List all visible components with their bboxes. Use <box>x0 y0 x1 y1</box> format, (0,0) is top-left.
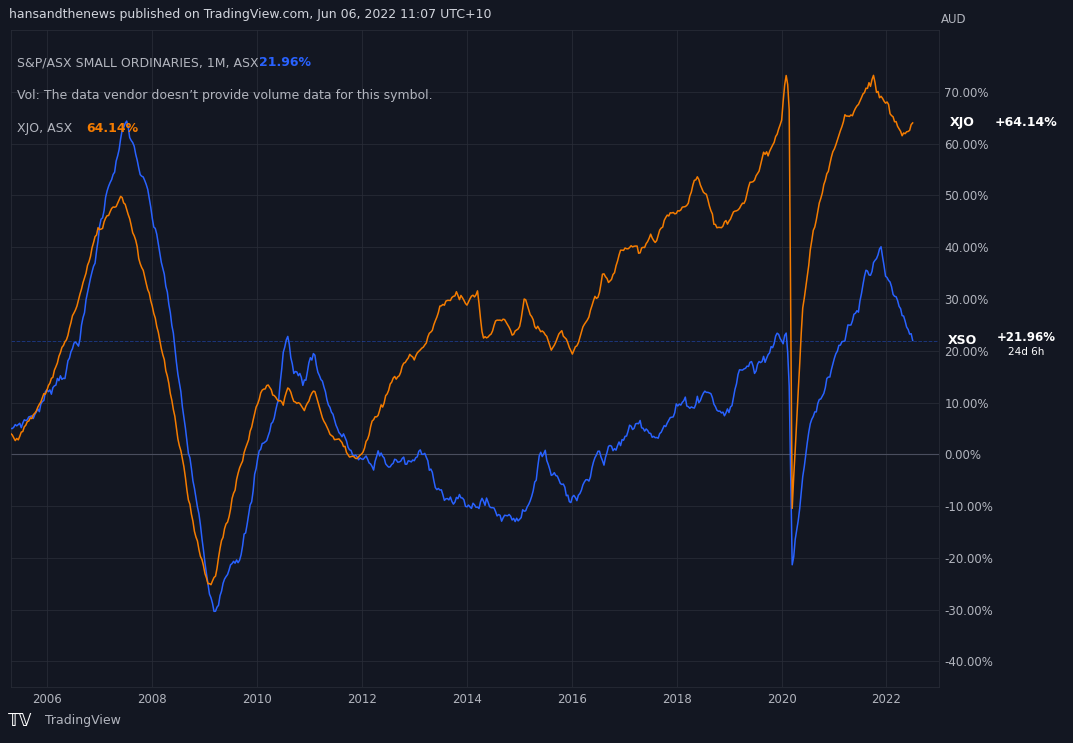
Text: XJO: XJO <box>950 116 975 129</box>
Text: 64.14%: 64.14% <box>87 122 138 135</box>
Text: 24d 6h: 24d 6h <box>1008 347 1044 357</box>
Text: +64.14%: +64.14% <box>995 116 1057 129</box>
Text: hansandthenews published on TradingView.com, Jun 06, 2022 11:07 UTC+10: hansandthenews published on TradingView.… <box>9 7 491 21</box>
Text: XJO, ASX: XJO, ASX <box>17 122 72 135</box>
Text: TradingView: TradingView <box>45 714 121 727</box>
Text: +21.96%: +21.96% <box>997 331 1055 343</box>
Text: 𝕋𝕍: 𝕋𝕍 <box>8 712 32 730</box>
Text: Vol: The data vendor doesn’t provide volume data for this symbol.: Vol: The data vendor doesn’t provide vol… <box>17 88 432 102</box>
Text: AUD: AUD <box>941 13 967 26</box>
Text: XSO: XSO <box>947 334 978 347</box>
Text: 21.96%: 21.96% <box>259 56 311 69</box>
Text: S&P/ASX SMALL ORDINARIES, 1M, ASX: S&P/ASX SMALL ORDINARIES, 1M, ASX <box>17 56 259 69</box>
